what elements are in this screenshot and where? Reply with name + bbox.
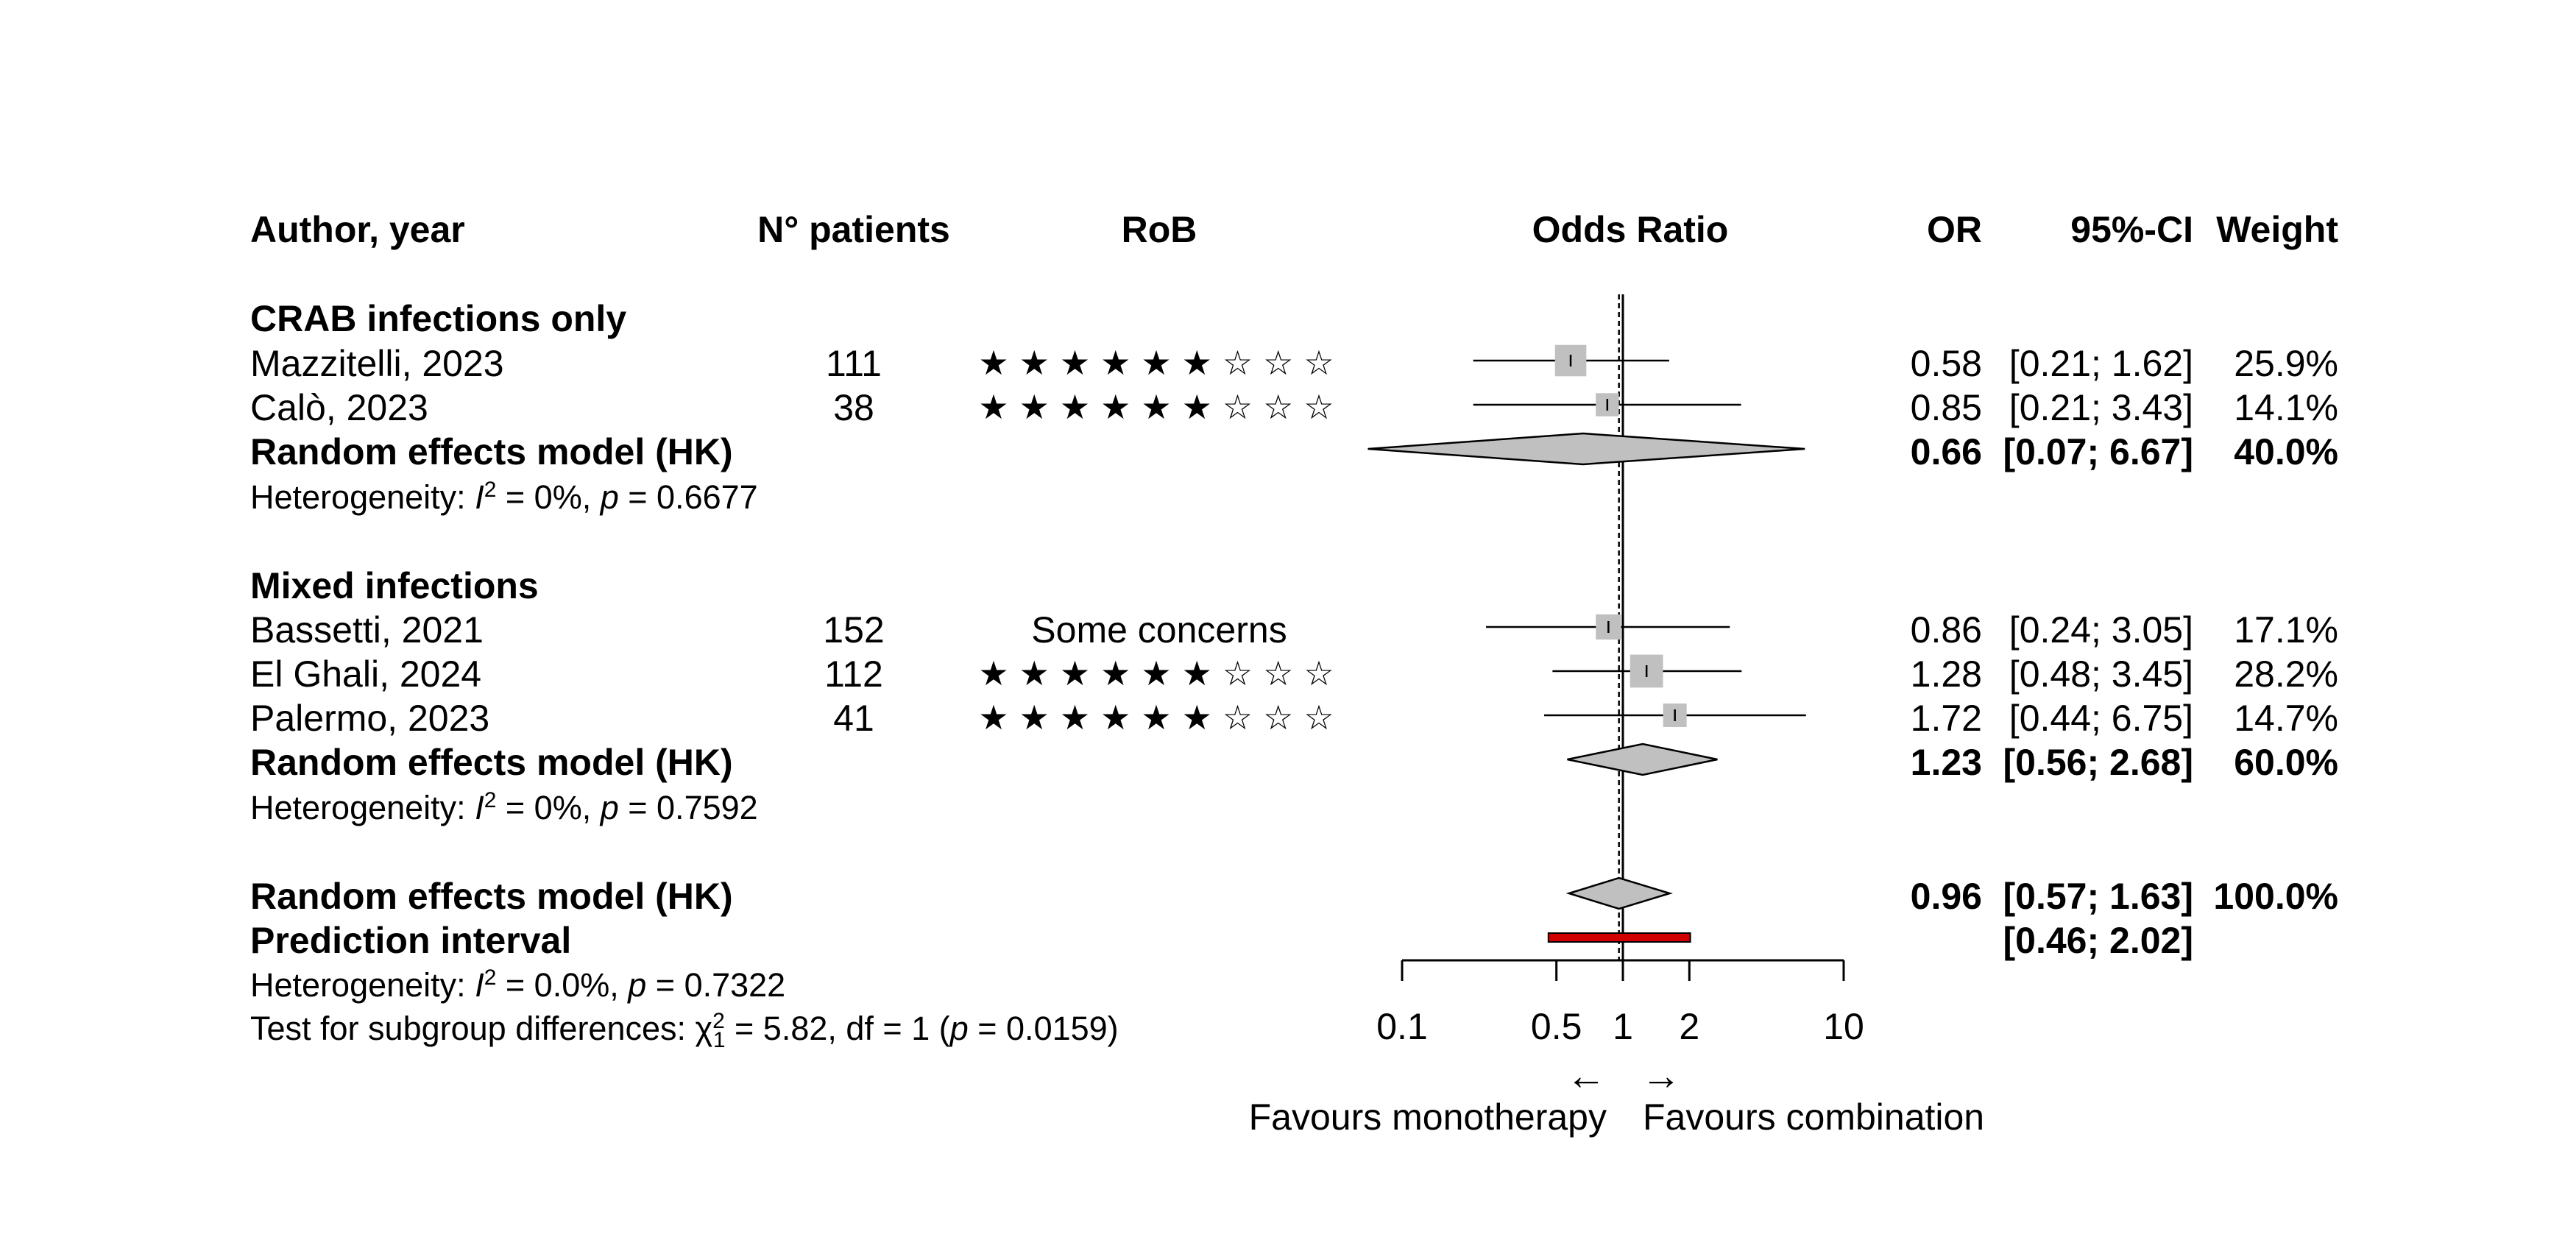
study-ci: [0.24; 3.05] xyxy=(2009,609,2193,651)
study-author: Bassetti, 2021 xyxy=(250,609,484,651)
subgroup-model-or: 1.23 xyxy=(1910,742,1982,783)
study-patients: 152 xyxy=(823,609,885,651)
study-or: 0.58 xyxy=(1910,343,1982,384)
subgroup-model-label: Random effects model (HK) xyxy=(250,742,733,783)
subgroup-model-label: Random effects model (HK) xyxy=(250,431,733,472)
study-rob-stars: ★★★★★★☆☆☆ xyxy=(978,698,1345,737)
study-author: Mazzitelli, 2023 xyxy=(250,343,504,384)
study-weight: 28.2% xyxy=(2234,653,2338,695)
study-weight: 14.1% xyxy=(2234,387,2338,428)
header-or: OR xyxy=(1927,209,1982,250)
study-ci: [0.21; 1.62] xyxy=(2009,343,2193,384)
header-odds-ratio: Odds Ratio xyxy=(1532,209,1729,250)
arrow-left-icon: ← xyxy=(1566,1054,1606,1098)
study-patients: 38 xyxy=(833,387,874,428)
prediction-interval-ci: [0.46; 2.02] xyxy=(2003,920,2193,961)
group-title: Mixed infections xyxy=(250,565,539,606)
arrow-right-icon: → xyxy=(1641,1054,1681,1098)
study-rob-text: Some concerns xyxy=(1031,609,1287,651)
study-patients: 112 xyxy=(824,653,883,695)
overall-model-label: Random effects model (HK) xyxy=(250,876,733,917)
subgroup-test-text: Test for subgroup differences: χ21 = 5.8… xyxy=(250,1009,1119,1052)
x-tick-label: 0.1 xyxy=(1376,1006,1428,1047)
study-rob-stars: ★★★★★★☆☆☆ xyxy=(978,343,1345,383)
x-tick-label: 10 xyxy=(1823,1006,1864,1047)
subgroup-model-or: 0.66 xyxy=(1910,431,1982,472)
overall-heterogeneity-text: Heterogeneity: I2 = 0.0%, p = 0.7322 xyxy=(250,965,786,1004)
overall-model-weight: 100.0% xyxy=(2213,876,2338,917)
x-tick-label: 1 xyxy=(1613,1006,1633,1047)
header-ci: 95%-CI xyxy=(2070,209,2193,250)
subgroup-diamond xyxy=(1567,743,1718,776)
subgroup-model-weight: 60.0% xyxy=(2234,742,2338,783)
study-author: Calò, 2023 xyxy=(250,387,428,428)
study-weight: 14.7% xyxy=(2234,698,2338,739)
study-patients: 41 xyxy=(833,698,874,739)
study-weight: 25.9% xyxy=(2234,343,2338,384)
heterogeneity-text: Heterogeneity: I2 = 0%, p = 0.7592 xyxy=(250,788,758,826)
study-ci: [0.44; 6.75] xyxy=(2009,698,2193,739)
study-rob-stars: ★★★★★★☆☆☆ xyxy=(978,653,1345,693)
prediction-interval-label: Prediction interval xyxy=(250,920,572,961)
favours-left-label: Favours monotherapy xyxy=(1248,1096,1607,1138)
x-tick-label: 0.5 xyxy=(1530,1006,1582,1047)
overall-model-ci: [0.57; 1.63] xyxy=(2003,876,2193,917)
study-or: 0.85 xyxy=(1910,387,1982,428)
subgroup-model-ci: [0.07; 6.67] xyxy=(2003,431,2193,472)
header-patients: N° patients xyxy=(757,209,950,250)
overall-diamond xyxy=(1565,876,1673,910)
overall-model-or: 0.96 xyxy=(1910,876,1982,917)
study-or: 1.28 xyxy=(1910,653,1982,695)
x-tick-label: 2 xyxy=(1679,1006,1700,1047)
group-title: CRAB infections only xyxy=(250,298,627,339)
heterogeneity-text: Heterogeneity: I2 = 0%, p = 0.6677 xyxy=(250,478,758,516)
subgroup-model-ci: [0.56; 2.68] xyxy=(2003,742,2193,783)
prediction-interval-bar xyxy=(1547,932,1691,943)
header-weight: Weight xyxy=(2216,209,2338,250)
study-weight: 17.1% xyxy=(2234,609,2338,651)
subgroup-model-weight: 40.0% xyxy=(2234,431,2338,472)
favours-right-label: Favours combination xyxy=(1643,1096,1985,1138)
study-rob-stars: ★★★★★★☆☆☆ xyxy=(978,387,1345,427)
study-ci: [0.48; 3.45] xyxy=(2009,653,2193,695)
header-author: Author, year xyxy=(250,209,465,250)
study-ci: [0.21; 3.43] xyxy=(2009,387,2193,428)
header-rob: RoB xyxy=(1121,209,1197,250)
study-or: 0.86 xyxy=(1910,609,1982,651)
study-author: El Ghali, 2024 xyxy=(250,653,482,695)
subgroup-diamond xyxy=(1367,432,1805,466)
study-author: Palermo, 2023 xyxy=(250,698,490,739)
study-patients: 111 xyxy=(825,343,882,384)
study-or: 1.72 xyxy=(1910,698,1982,739)
